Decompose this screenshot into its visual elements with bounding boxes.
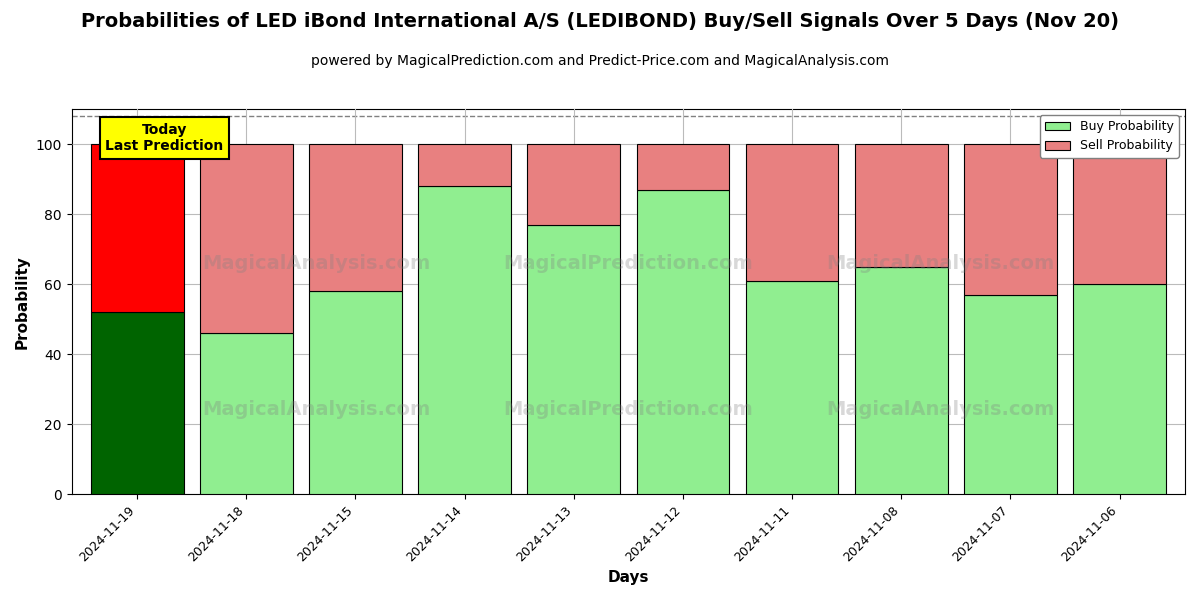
Bar [1073, 284, 1166, 494]
Text: MagicalAnalysis.com: MagicalAnalysis.com [826, 400, 1054, 419]
Bar [964, 295, 1057, 494]
Bar [527, 144, 620, 224]
Text: MagicalAnalysis.com: MagicalAnalysis.com [203, 400, 431, 419]
Text: powered by MagicalPrediction.com and Predict-Price.com and MagicalAnalysis.com: powered by MagicalPrediction.com and Pre… [311, 54, 889, 68]
Bar [745, 144, 839, 281]
Bar [636, 144, 730, 190]
Legend: Buy Probability, Sell Probability: Buy Probability, Sell Probability [1040, 115, 1178, 157]
Y-axis label: Probability: Probability [16, 255, 30, 349]
X-axis label: Days: Days [607, 570, 649, 585]
Text: MagicalAnalysis.com: MagicalAnalysis.com [826, 254, 1054, 272]
Bar [310, 291, 402, 494]
Bar [1073, 144, 1166, 284]
Text: Today
Last Prediction: Today Last Prediction [106, 123, 223, 153]
Text: MagicalPrediction.com: MagicalPrediction.com [504, 400, 754, 419]
Bar [745, 281, 839, 494]
Bar [310, 144, 402, 291]
Text: MagicalAnalysis.com: MagicalAnalysis.com [203, 254, 431, 272]
Bar [964, 144, 1057, 295]
Bar [91, 312, 184, 494]
Bar [91, 144, 184, 312]
Bar [854, 266, 948, 494]
Bar [200, 144, 293, 333]
Bar [419, 144, 511, 186]
Bar [200, 333, 293, 494]
Bar [854, 144, 948, 266]
Text: Probabilities of LED iBond International A/S (LEDIBOND) Buy/Sell Signals Over 5 : Probabilities of LED iBond International… [82, 12, 1120, 31]
Bar [636, 190, 730, 494]
Bar [527, 224, 620, 494]
Bar [419, 186, 511, 494]
Text: MagicalPrediction.com: MagicalPrediction.com [504, 254, 754, 272]
